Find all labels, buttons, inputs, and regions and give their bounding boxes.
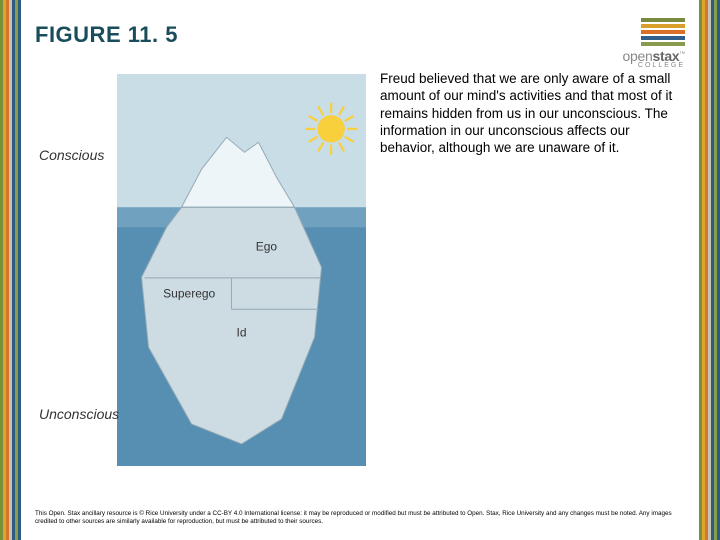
logo-bar xyxy=(641,18,685,22)
figure-title: FIGURE 11. 5 xyxy=(35,22,178,48)
logo-bar xyxy=(641,30,685,34)
svg-text:Conscious: Conscious xyxy=(39,147,104,163)
right-stripe-band xyxy=(699,0,720,540)
iceberg-diagram: Conscious Unconscious Ego Superego Id xyxy=(35,70,370,470)
iceberg-svg: Conscious Unconscious Ego Superego Id xyxy=(35,70,370,470)
stripe xyxy=(18,0,21,540)
logo-bar xyxy=(641,24,685,28)
openstax-logo: openstax™ COLLEGE xyxy=(623,18,685,69)
logo-bar xyxy=(641,36,685,40)
logo-subline: COLLEGE xyxy=(638,62,685,69)
logo-bars xyxy=(641,18,685,46)
slide-content: FIGURE 11. 5 openstax™ COLLEGE Conscious… xyxy=(35,0,685,540)
svg-text:Unconscious: Unconscious xyxy=(39,406,119,422)
svg-text:Id: Id xyxy=(236,326,246,340)
attribution-footer: This Open. Stax ancillary resource is © … xyxy=(35,510,685,526)
logo-bar xyxy=(641,42,685,46)
svg-text:Superego: Superego xyxy=(163,286,215,300)
left-stripe-band xyxy=(0,0,21,540)
svg-text:Ego: Ego xyxy=(256,239,278,253)
body-text: Freud believed that we are only aware of… xyxy=(380,70,685,156)
